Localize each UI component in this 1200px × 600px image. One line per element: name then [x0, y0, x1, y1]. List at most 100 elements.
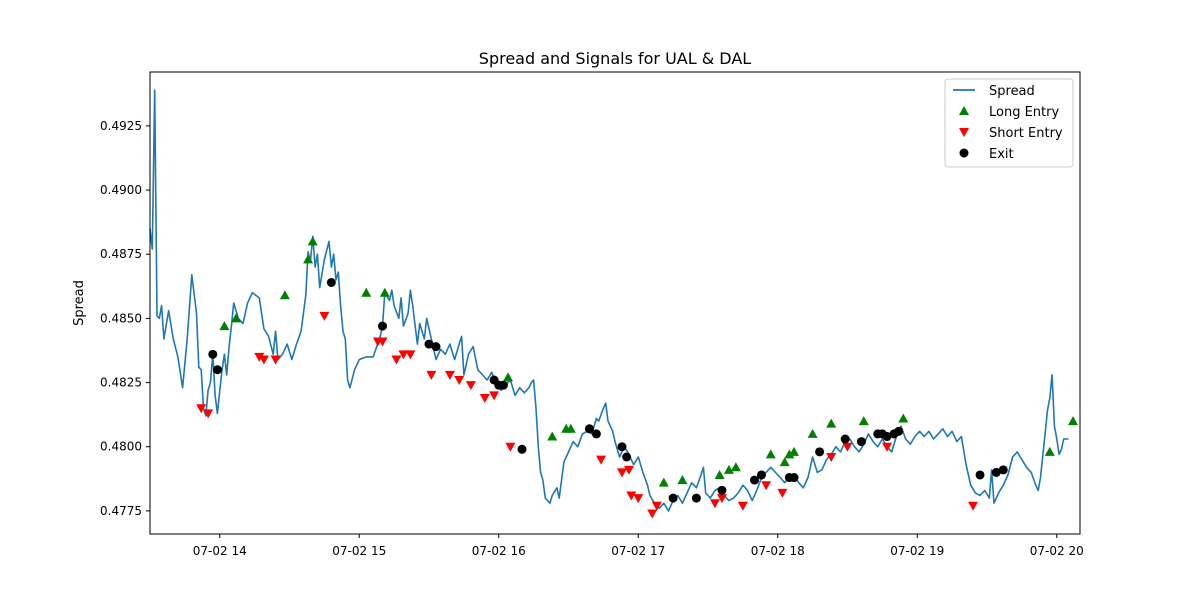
short-entry-marker: [651, 501, 662, 511]
exit-marker: [894, 426, 904, 436]
legend-long-entry-swatch: [959, 106, 969, 115]
exit-marker: [584, 424, 594, 434]
y-tick-label: 0.4800: [100, 440, 142, 454]
short-entry-marker: [270, 355, 281, 365]
legend-exit-swatch: [959, 148, 969, 158]
exit-marker: [424, 339, 434, 349]
x-tick-label: 07-02 14: [193, 544, 247, 558]
y-tick-label: 0.4775: [100, 504, 142, 518]
long-entry-marker: [231, 313, 242, 323]
short-entry-marker: [842, 442, 853, 452]
x-axis: 07-02 14 07-02 15 07-02 16 07-02 17 07-02 18…: [193, 534, 1084, 558]
short-entry-marker: [716, 494, 727, 504]
short-entry-marker: [479, 393, 490, 403]
long-entry-marker: [503, 372, 514, 382]
short-entry-marker: [465, 381, 476, 391]
exit-marker: [591, 429, 601, 439]
long-entry-marker: [807, 428, 818, 438]
long-entry-marker: [730, 462, 741, 472]
short-entry-marker: [203, 409, 214, 419]
long-entry-marker: [898, 413, 909, 423]
short-entry-marker: [777, 488, 788, 498]
y-tick-label: 0.4825: [100, 376, 142, 390]
y-axis-label: Spread: [72, 280, 87, 326]
short-entry-marker: [426, 370, 437, 380]
short-entry-marker: [444, 370, 455, 380]
exit-marker: [431, 342, 441, 352]
x-tick-label: 07-02 19: [890, 544, 944, 558]
exit-marker: [498, 380, 508, 390]
exit-marker: [717, 485, 727, 495]
exit-marker: [326, 277, 336, 287]
short-entry-marker: [737, 501, 748, 511]
long-entry-marker: [765, 449, 776, 459]
legend-label: Short Entry: [989, 126, 1063, 141]
long-entry-marker: [379, 287, 390, 297]
exit-marker: [975, 470, 985, 480]
short-entry-marker: [258, 355, 269, 365]
short-entry-marker: [391, 355, 402, 365]
long-entry-marker: [547, 431, 558, 441]
legend-box: [944, 78, 1074, 168]
exit-marker: [789, 473, 799, 483]
legend-short-entry-swatch: [959, 128, 969, 137]
exit-markers: [208, 277, 1008, 503]
short-entry-marker: [968, 501, 979, 511]
short-entry-marker: [405, 350, 416, 360]
y-tick-label: 0.4900: [100, 183, 142, 197]
long-entry-marker: [714, 469, 725, 479]
long-entry-marker: [1068, 416, 1079, 426]
x-tick-label: 07-02 17: [611, 544, 665, 558]
y-tick-label: 0.4875: [100, 247, 142, 261]
short-entry-marker: [826, 453, 837, 462]
long-entry-marker: [658, 477, 669, 487]
exit-marker: [517, 444, 527, 454]
long-entry-marker: [789, 446, 800, 456]
exit-marker: [212, 365, 222, 375]
long-entry-marker: [826, 418, 837, 428]
long-entry-marker: [779, 457, 790, 467]
short-entry-marker: [633, 494, 644, 504]
long-entry-marker: [303, 254, 314, 264]
y-axis: 0.4775 0.4800 0.4825 0.4850 0.4875 0.4900 0.49…: [100, 119, 150, 518]
short-entry-marker: [319, 311, 330, 321]
short-entry-marker: [254, 352, 265, 362]
short-entry-marker: [505, 442, 516, 452]
exit-marker: [856, 437, 866, 447]
legend: Spread Long Entry Short Entry Exit: [944, 78, 1074, 168]
exit-marker: [691, 493, 701, 503]
short-entry-marker: [489, 391, 500, 401]
x-tick-label: 07-02 16: [472, 544, 526, 558]
long-entry-marker: [219, 321, 230, 331]
short-entry-marker: [882, 442, 893, 452]
short-entry-marker: [709, 499, 720, 509]
short-entry-marker: [196, 404, 207, 414]
x-tick-label: 07-02 15: [332, 544, 386, 558]
exit-marker: [378, 321, 387, 331]
short-entry-marker: [626, 491, 637, 501]
exit-marker: [840, 434, 850, 444]
short-entry-marker: [616, 468, 627, 478]
long-entry-markers: [219, 236, 1079, 487]
long-entry-marker: [307, 236, 318, 246]
exit-marker: [882, 431, 892, 441]
short-entry-marker: [623, 465, 634, 475]
exit-marker: [998, 465, 1008, 475]
long-entry-marker: [1044, 446, 1055, 456]
short-entry-marker: [647, 509, 658, 519]
legend-label: Spread: [989, 84, 1035, 99]
y-tick-label: 0.4925: [100, 119, 142, 133]
exit-marker: [815, 447, 825, 457]
long-entry-marker: [858, 416, 869, 426]
plot-area: [149, 89, 1079, 519]
exit-marker: [750, 475, 759, 485]
chart-title: Spread and Signals for UAL & DAL: [479, 49, 751, 68]
exit-marker: [208, 349, 218, 359]
short-entry-marker: [454, 376, 465, 385]
long-entry-marker: [723, 464, 734, 474]
long-entry-marker: [565, 423, 576, 433]
exit-marker: [756, 470, 766, 480]
short-entry-markers: [196, 311, 979, 519]
exit-marker: [622, 452, 632, 462]
